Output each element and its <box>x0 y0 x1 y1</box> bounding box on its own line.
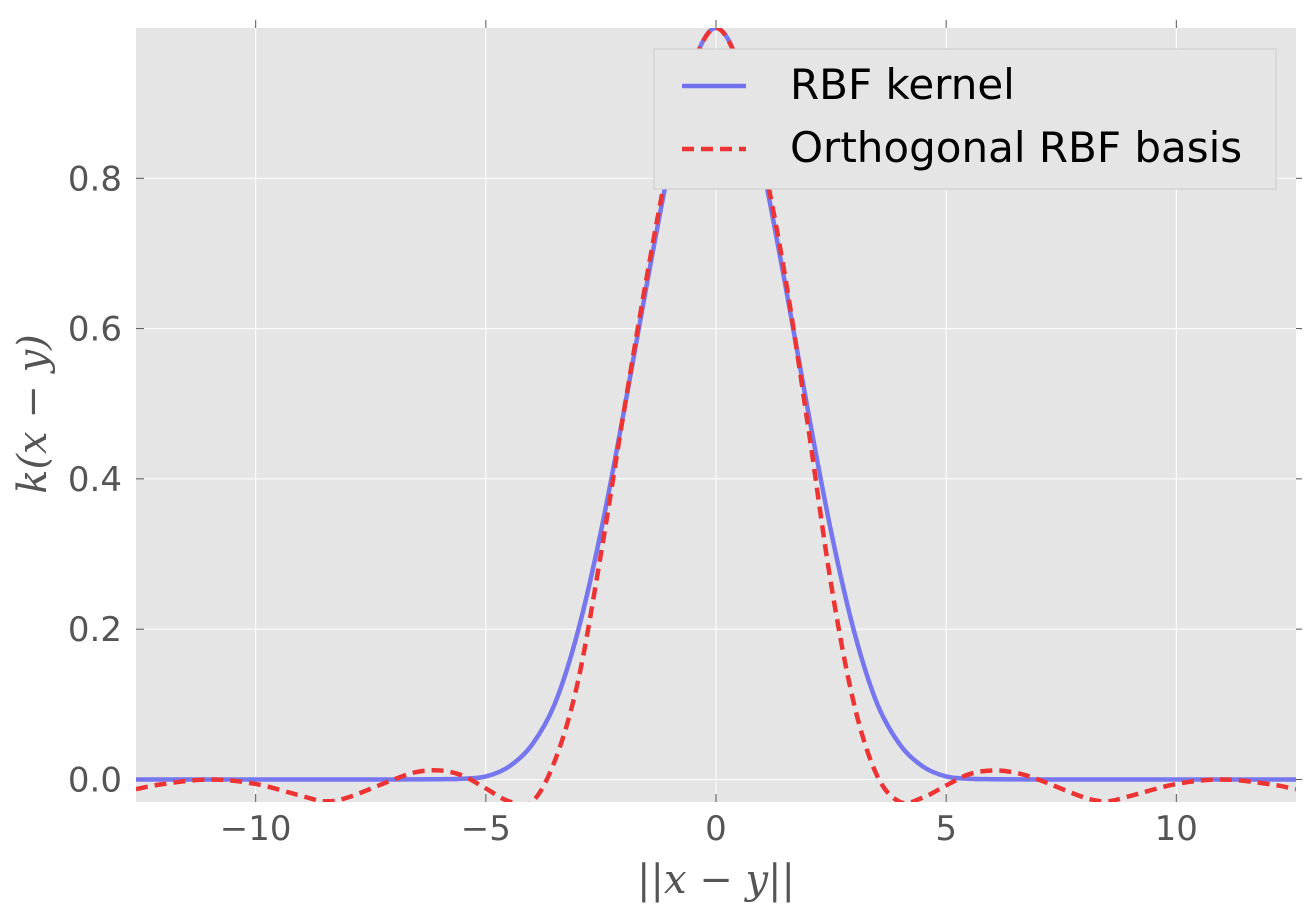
series-layer <box>136 28 1296 802</box>
y-tick-label: 0.6 <box>68 310 122 350</box>
y-axis-label: k(x − y) <box>10 334 56 494</box>
x-tick-label: −5 <box>461 809 511 849</box>
y-tick-label: 0.0 <box>68 760 122 800</box>
legend-box <box>653 48 1277 190</box>
y-tick-label: 0.8 <box>68 159 122 199</box>
y-tick-label: 0.4 <box>68 460 122 500</box>
series-line-orthogonal-rbf-basis <box>136 28 1296 802</box>
x-tick-label: −10 <box>220 809 292 849</box>
x-tick-label: 0 <box>705 809 727 849</box>
x-tick-label: 10 <box>1155 809 1198 849</box>
axis-ticks: −10 −5 0 5 10 0.0 0.2 0.4 0.6 0.8 <box>68 20 1302 849</box>
x-axis-label: ||x − y|| <box>637 857 795 903</box>
legend: RBF kernel Orthogonal RBF basis <box>653 48 1277 190</box>
x-tick-label: 5 <box>935 809 957 849</box>
legend-label-orthogonal-rbf-basis: Orthogonal RBF basis <box>790 123 1242 172</box>
legend-label-rbf-kernel: RBF kernel <box>790 60 1015 109</box>
series-line-rbf-kernel <box>136 28 1296 782</box>
y-tick-label: 0.2 <box>68 610 122 650</box>
